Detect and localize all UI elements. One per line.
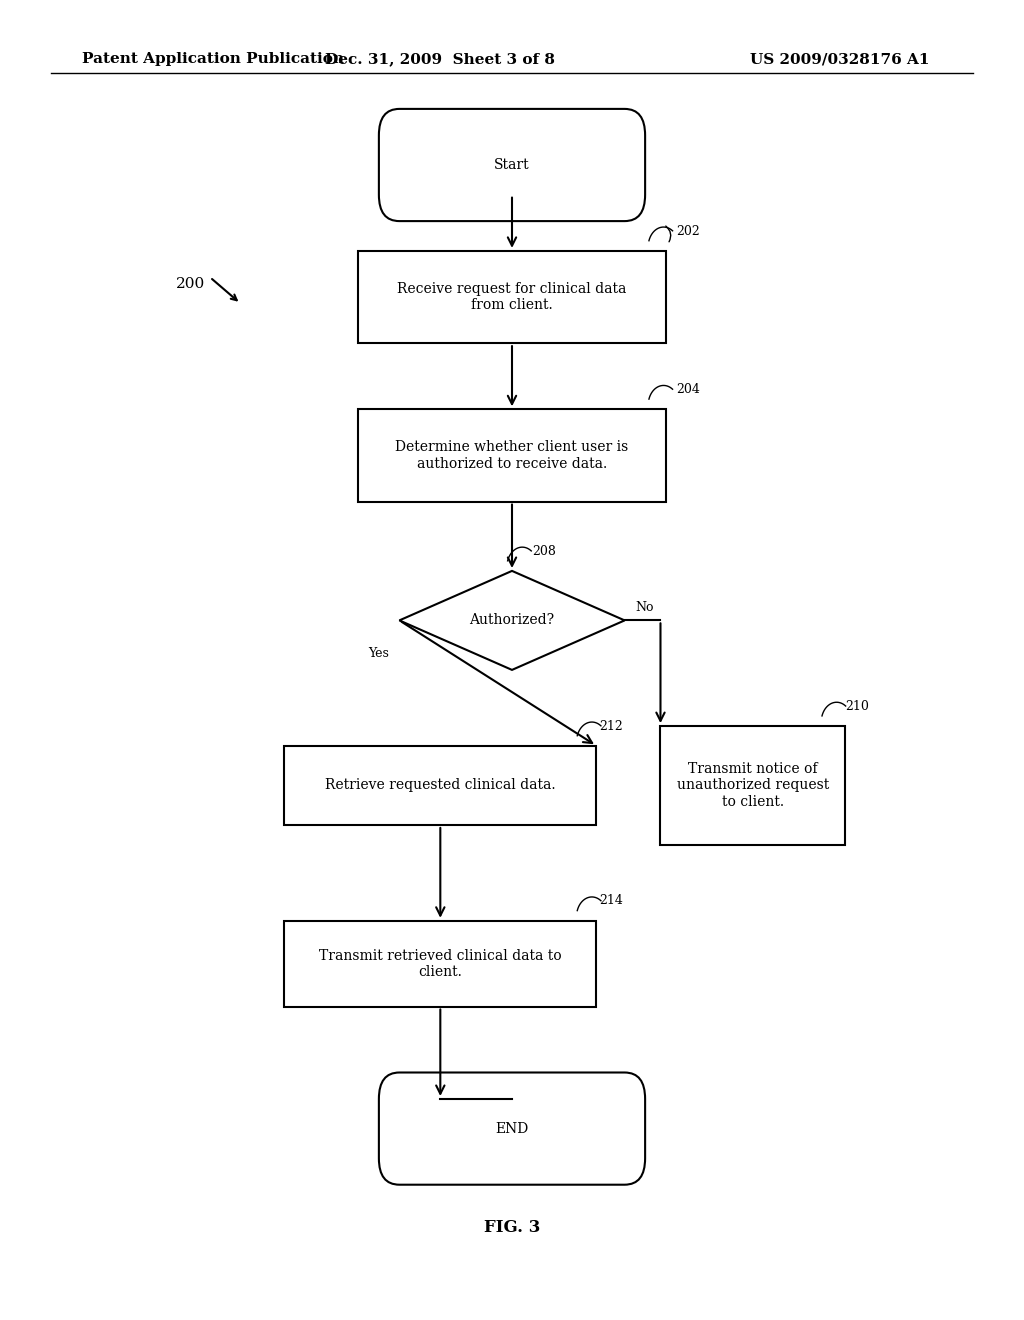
FancyBboxPatch shape bbox=[379, 1072, 645, 1185]
Bar bbox=[660, 726, 845, 845]
Text: 212: 212 bbox=[599, 719, 623, 733]
Text: Authorized?: Authorized? bbox=[469, 614, 555, 627]
Text: 214: 214 bbox=[599, 895, 623, 908]
Text: 200: 200 bbox=[175, 277, 205, 290]
FancyBboxPatch shape bbox=[379, 110, 645, 220]
Bar bbox=[284, 746, 596, 825]
Text: END: END bbox=[496, 1122, 528, 1135]
Text: US 2009/0328176 A1: US 2009/0328176 A1 bbox=[750, 53, 930, 66]
Text: Start: Start bbox=[495, 158, 529, 172]
Text: Transmit retrieved clinical data to
client.: Transmit retrieved clinical data to clie… bbox=[319, 949, 561, 978]
Text: Receive request for clinical data
from client.: Receive request for clinical data from c… bbox=[397, 282, 627, 312]
Text: 210: 210 bbox=[845, 700, 868, 713]
Text: 204: 204 bbox=[676, 383, 699, 396]
Text: No: No bbox=[635, 601, 653, 614]
Text: Determine whether client user is
authorized to receive data.: Determine whether client user is authori… bbox=[395, 441, 629, 470]
Text: Retrieve requested clinical data.: Retrieve requested clinical data. bbox=[325, 779, 556, 792]
Text: Yes: Yes bbox=[369, 647, 389, 660]
Bar bbox=[358, 409, 666, 502]
Text: 202: 202 bbox=[676, 224, 699, 238]
Text: 208: 208 bbox=[532, 545, 556, 557]
Bar bbox=[358, 251, 666, 343]
Text: Transmit notice of
unauthorized request
to client.: Transmit notice of unauthorized request … bbox=[677, 762, 828, 809]
Text: Dec. 31, 2009  Sheet 3 of 8: Dec. 31, 2009 Sheet 3 of 8 bbox=[326, 53, 555, 66]
Bar bbox=[284, 921, 596, 1006]
Text: FIG. 3: FIG. 3 bbox=[483, 1220, 541, 1236]
Text: Patent Application Publication: Patent Application Publication bbox=[82, 53, 344, 66]
Polygon shape bbox=[399, 570, 625, 671]
